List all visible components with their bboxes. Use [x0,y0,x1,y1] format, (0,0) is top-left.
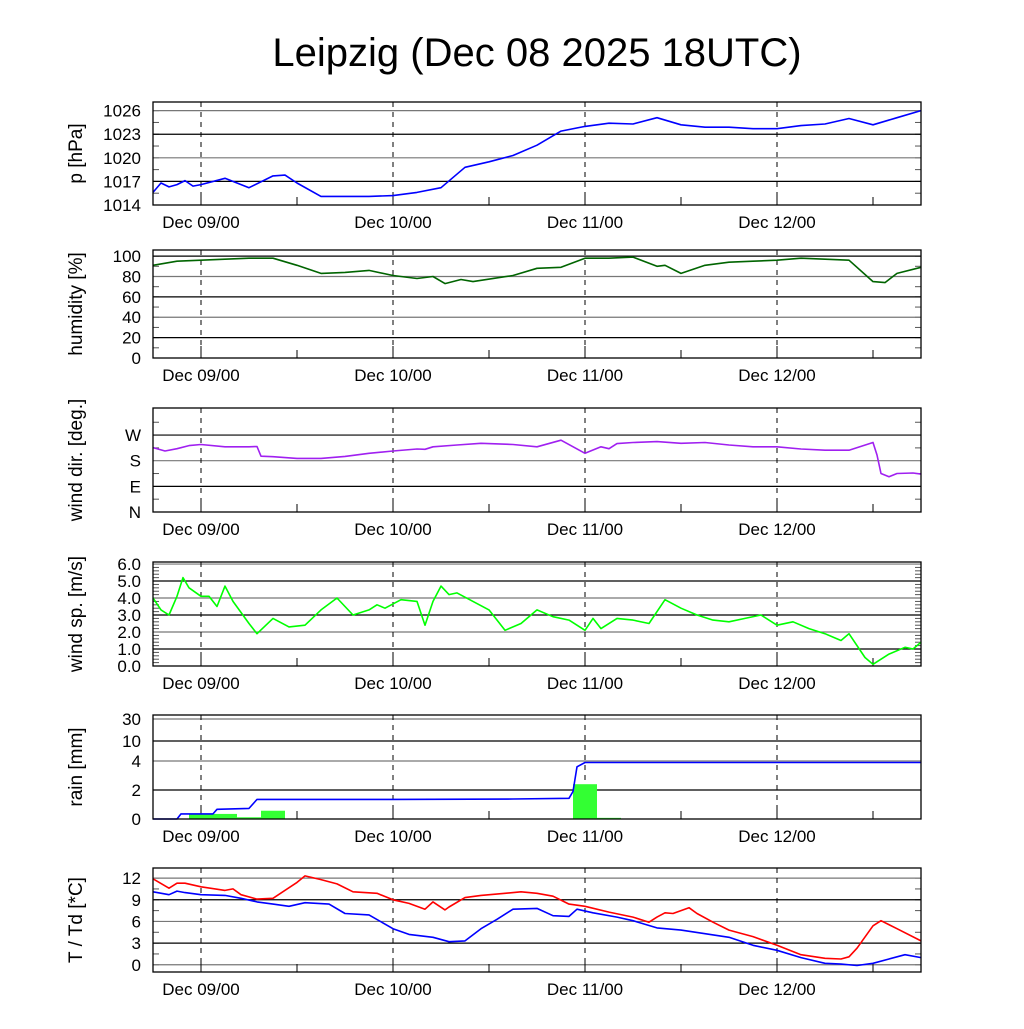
y-tick-label: 3.0 [117,606,141,625]
y-tick-label: S [130,452,141,471]
x-tick-label: Dec 11/00 [547,980,623,999]
y-tick-label: 6.0 [117,555,141,574]
y-axis-label: rain [mm] [66,727,87,806]
panel-wind_speed: 0.01.02.03.04.05.06.0 Dec 09/00 Dec 10/00 D… [66,555,922,693]
panel-temperature: 0 3 6 9 12 Dec 09/00 Dec 10/00 Dec 11/00 Dec 12/… [66,867,922,999]
y-tick-label: 1014 [103,196,141,215]
x-tick-label: Dec 10/00 [354,520,432,539]
y-tick-label: 1020 [103,149,141,168]
rain-bar [573,784,597,819]
panel-rain: 0 2 410 30 Dec 09/00 Dec 10/00 Dec 11/00 Dec 12… [66,710,922,846]
series-line-dew-point [152,890,922,967]
series-line-relative-humidity [152,256,922,285]
series-line-temperature [152,875,922,960]
y-tick-label: W [125,426,141,445]
panel-pressure: 1014 1017 1020 1023 1026 Dec 09/00 Dec 10/00 De… [66,101,922,232]
y-tick-label: 0 [132,956,141,975]
y-tick-label: 4.0 [117,589,141,608]
rain-bar [189,813,237,819]
y-tick-label: 1017 [103,172,141,191]
x-tick-label: Dec 09/00 [162,520,240,539]
plot-frame [152,714,922,820]
plot-frame [152,101,922,206]
y-tick-label: 3 [132,934,141,953]
plot-frame [152,407,922,513]
x-tick-label: Dec 12/00 [738,520,816,539]
x-tick-label: Dec 09/00 [162,213,240,232]
x-tick-label: Dec 09/00 [162,674,240,693]
y-tick-label: 12 [122,869,141,888]
y-axis-label: wind sp. [m/s] [66,556,87,673]
x-tick-label: Dec 11/00 [547,520,623,539]
plot-frame [152,867,922,973]
y-tick-label: 20 [122,329,141,348]
y-axis-label: p [hPa] [66,123,87,183]
x-tick-label: Dec 12/00 [738,827,816,846]
rain-bar [237,817,261,819]
y-tick-label: 30 [122,710,141,729]
x-tick-label: Dec 09/00 [162,827,240,846]
y-tick-label: 10 [122,732,141,751]
x-tick-label: Dec 11/00 [547,827,623,846]
x-tick-label: Dec 09/00 [162,366,240,385]
x-tick-label: Dec 10/00 [354,674,432,693]
y-tick-label: 40 [122,308,141,327]
y-tick-label: 2 [132,781,141,800]
x-tick-label: Dec 12/00 [738,980,816,999]
y-tick-label: 2.0 [117,623,141,642]
rain-bar [261,810,285,819]
chart-title: Leipzig (Dec 08 2025 18UTC) [272,31,801,75]
y-tick-label: 1023 [103,125,141,144]
y-tick-label: 0.0 [117,657,141,676]
y-axis-label: wind dir. [deg.] [66,399,87,523]
x-tick-label: Dec 12/00 [738,674,816,693]
series-line-wind-direction [152,439,922,478]
x-tick-label: Dec 11/00 [547,366,623,385]
y-tick-label: N [129,503,141,522]
x-tick-label: Dec 11/00 [547,674,623,693]
y-tick-label: 80 [122,267,141,286]
x-tick-label: Dec 10/00 [354,827,432,846]
series-line-accumulated-rain [153,761,921,820]
x-tick-label: Dec 09/00 [162,980,240,999]
x-tick-label: Dec 12/00 [738,213,816,232]
series-line-pressure [152,109,922,198]
y-tick-label: 6 [132,912,141,931]
y-tick-label: E [130,477,141,496]
x-tick-label: Dec 10/00 [354,213,432,232]
y-axis-label: T / Td [*C] [66,877,87,963]
y-axis-label: humidity [%] [66,252,87,355]
y-tick-label: 9 [132,891,141,910]
x-tick-label: Dec 12/00 [738,366,816,385]
plot-frame [152,561,922,667]
y-tick-label: 100 [113,247,141,266]
y-tick-label: 1.0 [117,640,141,659]
x-tick-label: Dec 10/00 [354,980,432,999]
y-tick-label: 0 [132,810,141,829]
y-tick-label: 1026 [103,102,141,121]
series-line-wind-speed [152,576,922,666]
x-tick-label: Dec 10/00 [354,366,432,385]
y-tick-label: 4 [132,752,141,771]
y-tick-label: 60 [122,288,141,307]
plot-frame [152,249,922,359]
y-tick-label: 5.0 [117,572,141,591]
x-tick-label: Dec 11/00 [547,213,623,232]
y-tick-label: 0 [132,349,141,368]
